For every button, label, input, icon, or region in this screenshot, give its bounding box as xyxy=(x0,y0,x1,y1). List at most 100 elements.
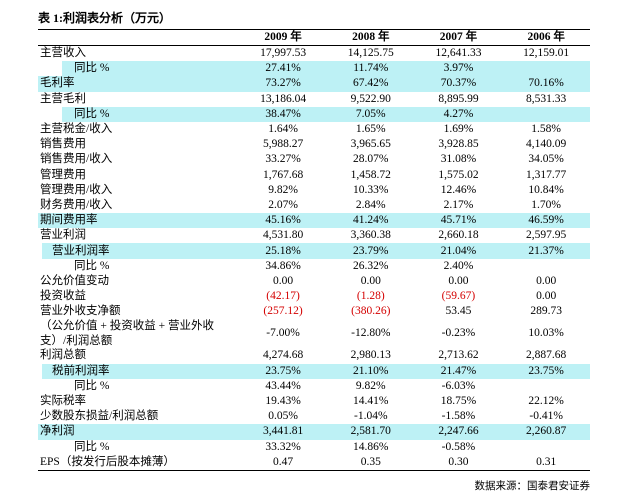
row-label: 同比 % xyxy=(74,259,110,272)
table-row: 销售费用 5,988.27 3,965.65 3,928.85 4,140.09 xyxy=(38,137,590,152)
cell-value: 25.18% xyxy=(239,243,327,259)
cell-value: 2.84% xyxy=(355,198,386,211)
table-row: 销售费用/收入 33.27% 28.07% 31.08% 34.05% xyxy=(38,152,590,167)
cell-value: (380.26) xyxy=(351,305,391,318)
row-label: 期间费用率 xyxy=(38,213,240,229)
cell-value: 289.73 xyxy=(530,305,562,318)
table-row: 期间费用率 45.16% 41.24% 45.71% 46.59% xyxy=(38,213,590,229)
cell-value: 67.42% xyxy=(326,76,415,92)
table-body: 主营收入 17,997.53 14,125.75 12,641.33 12,159.01… xyxy=(38,46,590,471)
table-row: 投资收益 (42.17) (1.28) (59.67) 0.00 xyxy=(38,289,590,304)
column-header: 2009 年 xyxy=(239,29,327,46)
cell-value: 33.32% xyxy=(265,440,301,453)
cell-value: 23.75% xyxy=(502,363,590,379)
cell-value: 11.74% xyxy=(326,61,415,77)
cell-value: 0.00 xyxy=(360,274,381,287)
cell-value: 5,988.27 xyxy=(262,138,304,151)
table-row: 管理费用 1,767.68 1,458.72 1,575.02 1,317.77 xyxy=(38,168,590,183)
cell-value: 23.75% xyxy=(239,363,327,379)
cell-value: 2,597.95 xyxy=(526,229,567,242)
row-label: 销售费用 xyxy=(40,138,86,151)
cell-value: 0.00 xyxy=(448,274,469,287)
cell-value: -1.04% xyxy=(353,410,388,423)
cell-value: (1.28) xyxy=(356,290,385,303)
cell-value: 31.08% xyxy=(440,153,477,166)
source-note: 数据来源：国泰君安证券 xyxy=(474,481,591,492)
row-label: 管理费用 xyxy=(40,168,86,181)
cell-value: 23.79% xyxy=(326,243,415,259)
cell-value: 3.97% xyxy=(414,61,503,77)
row-label: （公允价值 + 投资收益 + 营业外收支）/利润总额 xyxy=(40,320,214,347)
cell-value: 4.27% xyxy=(414,106,503,122)
cell-value: 3,441.81 xyxy=(239,424,327,440)
cell-value: 2.17% xyxy=(443,198,474,211)
cell-value: 17,997.53 xyxy=(260,47,307,60)
cell-value: 0.05% xyxy=(268,410,298,423)
cell-value: 0.00 xyxy=(536,290,557,303)
row-label: 同比 % xyxy=(74,379,110,392)
cell-value: 14,125.75 xyxy=(347,47,394,60)
cell-value: 1,575.02 xyxy=(438,168,479,181)
cell-value: 2,247.66 xyxy=(414,424,503,440)
cell-value: 53.45 xyxy=(445,305,472,318)
cell-value: -12.80% xyxy=(351,327,391,340)
table-row: 财务费用/收入 2.07% 2.84% 2.17% 1.70% xyxy=(38,198,590,213)
table-row: （公允价值 + 投资收益 + 营业外收支）/利润总额 -7.00% -12.80% -… xyxy=(38,319,590,348)
cell-value: 0.47 xyxy=(239,454,327,471)
cell-value: 1,317.77 xyxy=(526,168,567,181)
table-row: 主营毛利 13,186.04 9,522.90 8,895.99 8,531.33 xyxy=(38,92,590,107)
cell-value: 22.12% xyxy=(528,395,564,408)
cell-value xyxy=(502,61,590,77)
cell-value: 10.03% xyxy=(528,327,564,340)
cell-value: 10.84% xyxy=(528,183,564,196)
cell-value: 1.64% xyxy=(268,123,298,136)
cell-value: -6.03% xyxy=(441,379,476,392)
row-label: 净利润 xyxy=(38,424,240,440)
table-title: 表 1:利润表分析（万元） xyxy=(38,11,171,25)
cell-value: 34.86% xyxy=(265,259,301,272)
table-row: 同比 % 33.32% 14.86% -0.58% xyxy=(38,440,590,455)
cell-value: 12,159.01 xyxy=(523,47,570,60)
column-header: 2006 年 xyxy=(502,29,590,46)
cell-value: 3,360.38 xyxy=(350,229,391,242)
row-label: 同比 % xyxy=(74,440,110,453)
cell-value: 73.27% xyxy=(239,76,327,92)
cell-value: 13,186.04 xyxy=(260,92,307,105)
row-label: 主营税金/收入 xyxy=(40,123,113,136)
row-label: 同比 % xyxy=(38,61,240,77)
table-row: 主营收入 17,997.53 14,125.75 12,641.33 12,159.01 xyxy=(38,46,590,62)
cell-value: -0.41% xyxy=(529,410,563,423)
cell-value xyxy=(502,440,590,455)
column-header: 2007 年 xyxy=(414,29,503,46)
cell-value: 10.33% xyxy=(353,183,389,196)
cell-value: 2,713.62 xyxy=(438,349,479,362)
table-row: 同比 % 43.44% 9.82% -6.03% xyxy=(38,379,590,394)
cell-value: (59.67) xyxy=(441,290,476,303)
cell-value: 4,140.09 xyxy=(526,138,567,151)
table-row: 同比 % 38.47% 7.05% 4.27% xyxy=(38,106,590,122)
cell-value: 2,660.18 xyxy=(438,229,479,242)
row-label: 营业外收支净额 xyxy=(40,305,121,318)
cell-value: 43.44% xyxy=(265,379,301,392)
cell-value: 34.05% xyxy=(528,153,564,166)
row-label: 税前利润率 xyxy=(38,363,240,379)
cell-value: 2.07% xyxy=(268,198,298,211)
row-label: 毛利率 xyxy=(38,76,240,92)
table-row: 净利润 3,441.81 2,581.70 2,247.66 2,260.87 xyxy=(38,424,590,440)
cell-value: 2,581.70 xyxy=(326,424,415,440)
cell-value xyxy=(502,259,590,274)
row-label: 管理费用/收入 xyxy=(40,183,113,196)
cell-value: 3,965.65 xyxy=(350,138,391,151)
cell-value: 9.82% xyxy=(355,379,386,392)
table-row: 主营税金/收入 1.64% 1.65% 1.69% 1.58% xyxy=(38,122,590,137)
cell-value: -1.58% xyxy=(441,410,476,423)
column-header: 2008 年 xyxy=(326,29,415,46)
cell-value: 2,260.87 xyxy=(502,424,590,440)
table-row: 少数股东损益/利润总额 0.05% -1.04% -1.58% -0.41% xyxy=(38,409,590,424)
table-row: 同比 % 34.86% 26.32% 2.40% xyxy=(38,259,590,274)
cell-value: (42.17) xyxy=(266,290,300,303)
cell-value: 28.07% xyxy=(353,153,389,166)
cell-value: 70.16% xyxy=(502,76,590,92)
cell-value: 33.27% xyxy=(265,153,301,166)
cell-value: -7.00% xyxy=(266,327,300,340)
